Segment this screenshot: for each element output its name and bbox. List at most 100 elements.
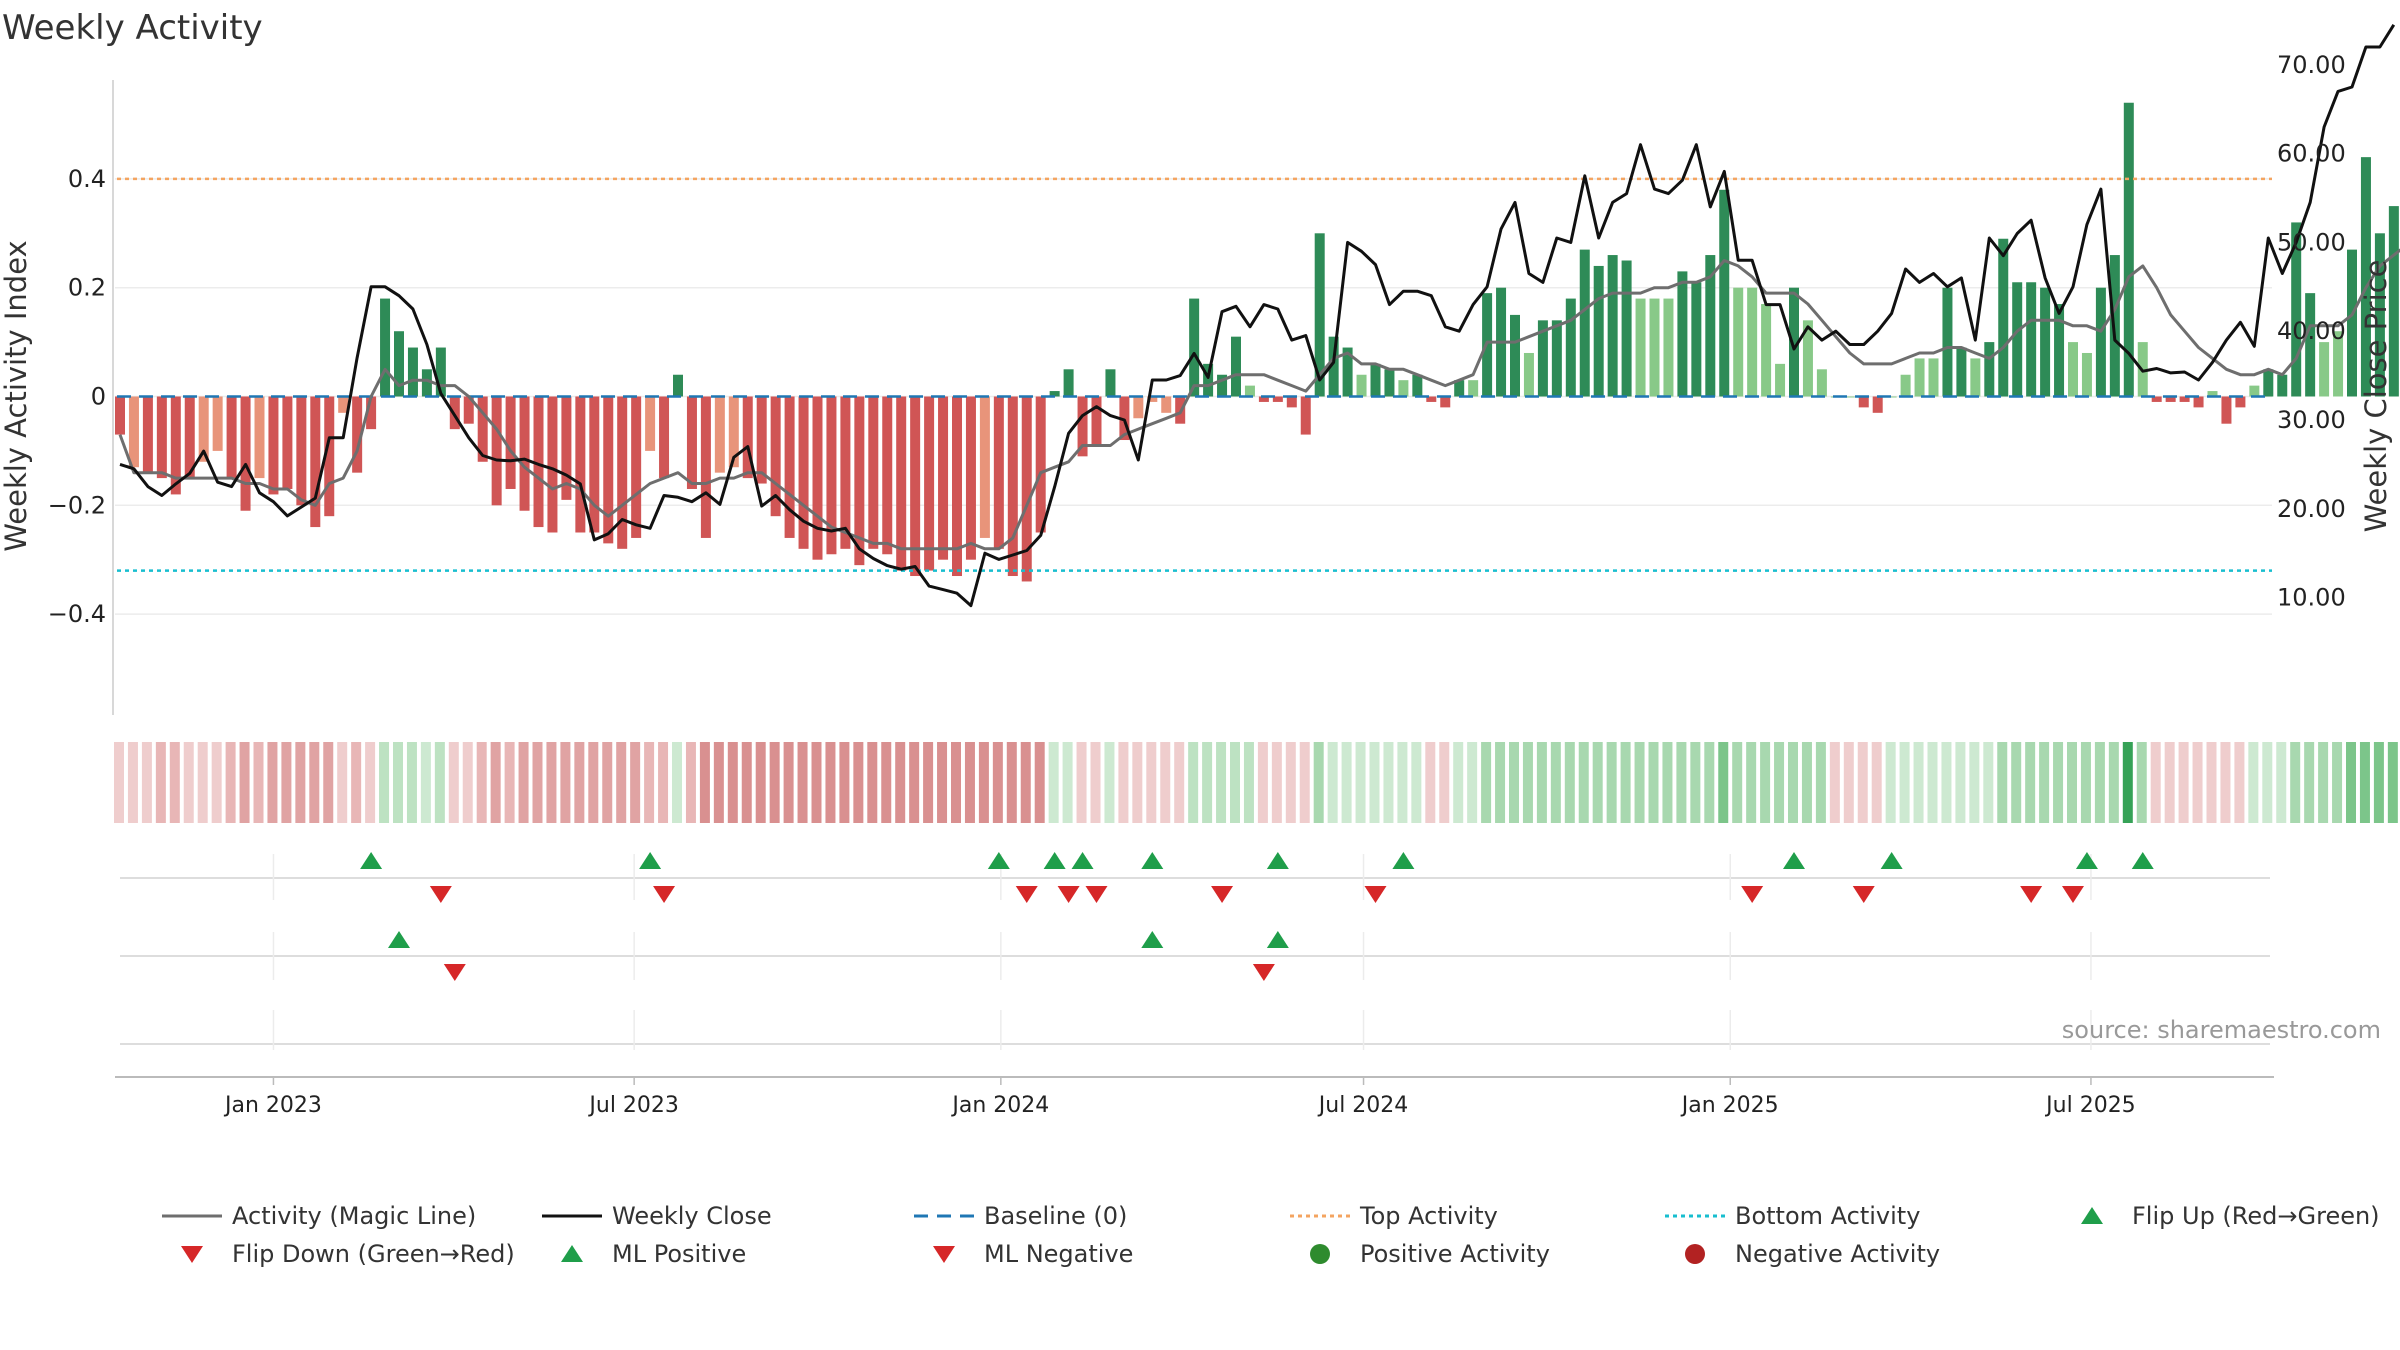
- strip-cell: [783, 742, 794, 823]
- strip-cell: [1355, 742, 1366, 823]
- flip-down-marker: [1015, 886, 1038, 903]
- black-line-icon: [542, 1214, 602, 1218]
- strip-cell: [323, 742, 334, 823]
- strip-cell: [1076, 742, 1087, 823]
- strip-cell: [2248, 742, 2259, 823]
- activity-bars: [115, 102, 2399, 582]
- legend-item: Activity (Magic Line): [160, 1202, 476, 1230]
- activity-bar: [1272, 396, 1283, 402]
- strip-cell: [1983, 742, 1994, 823]
- weekly-activity-chart: −0.4 −0.2 0 0.2 0.4 10.00 20.00 30.00 40.00 50.00…: [0, 24, 2400, 1118]
- activity-bar: [1565, 298, 1576, 397]
- activity-bar: [2068, 342, 2078, 397]
- strip-cell: [1397, 742, 1408, 823]
- activity-bar: [2026, 282, 2037, 397]
- activity-bar: [1579, 249, 1590, 397]
- strip-cell: [1146, 742, 1157, 823]
- activity-bar: [1384, 369, 1395, 397]
- y2-tick-label: 60.00: [2277, 140, 2346, 168]
- cyan-dot-line-icon: [1665, 1214, 1725, 1218]
- strip-cell: [1453, 742, 1464, 823]
- activity-bar: [1510, 314, 1520, 397]
- legend-item: Positive Activity: [1288, 1240, 1550, 1268]
- activity-bar: [240, 396, 251, 511]
- source-credit: source: sharemaestro.com: [2061, 1016, 2381, 1044]
- activity-bar: [756, 396, 767, 484]
- flip-down-marker: [1057, 886, 1080, 903]
- activity-bar: [156, 396, 167, 479]
- activity-bar: [1844, 396, 1855, 398]
- strip-cell: [1104, 742, 1115, 823]
- strip-cell: [602, 742, 613, 823]
- strip-cell: [1606, 742, 1617, 823]
- activity-bar: [910, 396, 921, 577]
- strip-cell: [1327, 742, 1338, 823]
- activity-bar: [2263, 369, 2274, 397]
- strip-cell: [1509, 742, 1519, 823]
- strip-cell: [978, 742, 989, 823]
- activity-bar: [1370, 363, 1381, 397]
- activity-bar: [421, 369, 432, 397]
- activity-bar: [2179, 396, 2190, 402]
- activity-bar: [1258, 396, 1269, 402]
- activity-bar: [700, 396, 711, 538]
- strip-cell: [1620, 742, 1631, 823]
- flip-markers: [120, 852, 2270, 1050]
- green-triangle-up-icon: [2081, 1207, 2103, 1224]
- strip-cell: [839, 742, 850, 823]
- activity-bar: [2291, 222, 2302, 397]
- strip-cell: [616, 742, 627, 823]
- strip-cell: [337, 742, 348, 823]
- strip-cell: [1857, 742, 1868, 823]
- strip-cell: [867, 742, 878, 823]
- strip-cell: [267, 742, 278, 823]
- activity-bar: [589, 396, 600, 533]
- strip-cell: [2359, 742, 2370, 823]
- x-tick-label: Jan 2025: [1680, 1093, 1779, 1118]
- activity-bar: [310, 396, 321, 528]
- strip-cell: [755, 742, 766, 823]
- strip-cell: [881, 742, 892, 823]
- activity-bar: [993, 396, 1004, 549]
- x-tick-label: Jul 2025: [2044, 1093, 2136, 1118]
- activity-bar: [1440, 396, 1451, 408]
- strip-cell: [1383, 742, 1394, 823]
- strip-cell: [2011, 742, 2022, 823]
- strip-cell: [937, 742, 948, 823]
- strip-cell: [1174, 742, 1185, 823]
- legend-label: Flip Up (Red→Green): [2132, 1202, 2380, 1230]
- y2-tick-label: 50.00: [2277, 228, 2346, 256]
- activity-bar: [533, 396, 544, 528]
- strip-cell: [1815, 742, 1826, 823]
- activity-bar: [1231, 336, 1241, 397]
- activity-bar: [1147, 396, 1158, 402]
- strip-cell: [2290, 742, 2301, 823]
- activity-bar: [714, 396, 725, 473]
- legend-item: Weekly Close: [540, 1202, 772, 1230]
- activity-bar: [2193, 396, 2204, 408]
- strip-cell: [853, 742, 864, 823]
- strip-cell: [379, 742, 390, 823]
- activity-bar: [1872, 396, 1883, 413]
- strip-cell: [546, 742, 557, 823]
- reference-lines: [117, 177, 2272, 572]
- x-tick-label: Jul 2023: [587, 1093, 679, 1118]
- activity-bar: [324, 396, 335, 517]
- activity-bar: [742, 396, 753, 479]
- strip-cell: [155, 742, 166, 823]
- activity-bar: [1719, 189, 1730, 397]
- activity-bar: [673, 374, 683, 397]
- strip-cell: [406, 742, 417, 823]
- strip-cell: [1020, 742, 1031, 823]
- activity-bar: [798, 396, 809, 549]
- flip-up-marker: [2075, 852, 2098, 869]
- activity-bar: [561, 396, 572, 500]
- strip-cell: [2318, 742, 2329, 823]
- strip-cell: [2387, 742, 2398, 823]
- strip-cell: [1216, 742, 1227, 823]
- legend-item: Bottom Activity: [1663, 1202, 1920, 1230]
- strip-cell: [658, 742, 669, 823]
- legend-item: Top Activity: [1288, 1202, 1498, 1230]
- strip-cell: [1299, 742, 1310, 823]
- y2-tick-label: 10.00: [2277, 584, 2346, 612]
